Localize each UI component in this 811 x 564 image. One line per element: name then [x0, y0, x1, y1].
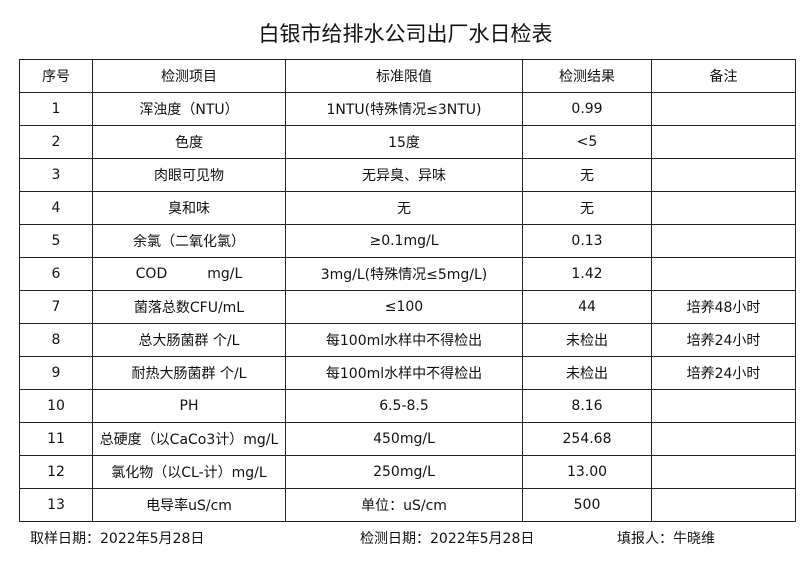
cell: 450mg/L [285, 422, 523, 456]
cell: 250mg/L [285, 455, 523, 489]
cell: 5 [19, 224, 93, 258]
cell: 10 [19, 389, 93, 423]
data-row: 9 耐热大肠菌群 个/L 每100ml水样中不得检出 未检出 培养24小时 [19, 356, 796, 390]
cell: 44 [522, 290, 652, 324]
header-row: 序号 检测项目 标准限值 检测结果 备注 [19, 59, 796, 93]
cell: 浑浊度（NTU） [92, 92, 286, 126]
cell: 无 [285, 191, 523, 225]
table: 序号 检测项目 标准限值 检测结果 备注 1 浑浊度（NTU） 1NTU(特殊情况≤3NTU)… [19, 59, 796, 522]
data-row: 7 菌落总数CFU/mL ≤100 44 培养48小时 [19, 290, 796, 324]
data-row: 13 电导率uS/cm 单位：uS/cm 500 [19, 488, 796, 522]
cell: 7 [19, 290, 93, 324]
cell: 培养24小时 [651, 356, 796, 390]
cell: 无 [522, 191, 652, 225]
cell: 色度 [92, 125, 286, 159]
cell [651, 92, 796, 126]
cell [651, 125, 796, 159]
cell: 13.00 [522, 455, 652, 489]
cell [651, 257, 796, 291]
data-row: 3 肉眼可见物 无异臭、异味无 [19, 158, 796, 192]
cell: 单位：uS/cm [285, 488, 523, 522]
cell: 培养24小时 [651, 323, 796, 357]
data-row: 4 臭和味无无 [19, 191, 796, 225]
cell: 菌落总数CFU/mL [92, 290, 286, 324]
data-row: 1 浑浊度（NTU） 1NTU(特殊情况≤3NTU) 0.99 [19, 92, 796, 126]
data-row: 10 PH 6.5-8.5 8.16 [19, 389, 796, 423]
cell: 3 [19, 158, 93, 192]
cell: 1 [19, 92, 93, 126]
cell: 11 [19, 422, 93, 456]
title: 白银市给排水公司出厂水日检表 [258, 22, 553, 46]
cell [651, 488, 796, 522]
cell: <5 [522, 125, 652, 159]
cell: 13 [19, 488, 93, 522]
cell: 耐热大肠菌群 个/L [92, 356, 286, 390]
cell: ≤100 [285, 290, 523, 324]
data-row: 12 氯化物（以CL-计）mg/L 250mg/L 13.00 [19, 455, 796, 489]
cell: 6.5-8.5 [285, 389, 523, 423]
cell: ≥0.1mg/L [285, 224, 523, 258]
sampling-date: 取样日期：2022年5月28日 [30, 531, 205, 547]
test-date: 检测日期：2022年5月28日 [360, 531, 535, 547]
cell: 每100ml水样中不得检出 [285, 323, 523, 357]
cell: 余氯（二氧化氯） [92, 224, 286, 258]
cell: 500 [522, 488, 652, 522]
data-row: 2 色度 15度 <5 [19, 125, 796, 159]
data-row: 5 余氯（二氧化氯） ≥0.1mg/L 0.13 [19, 224, 796, 258]
cell: 电导率uS/cm [92, 488, 286, 522]
header-cell: 检测结果 [522, 59, 652, 93]
data-row: 6 COD mg/L 3mg/L(特殊情况≤5mg/L) 1.42 [19, 257, 796, 291]
cell: 3mg/L(特殊情况≤5mg/L) [285, 257, 523, 291]
cell: 4 [19, 191, 93, 225]
cell: 8.16 [522, 389, 652, 423]
cell: 未检出 [522, 323, 652, 357]
cell: 氯化物（以CL-计）mg/L [92, 455, 286, 489]
header-cell: 标准限值 [285, 59, 523, 93]
cell: 12 [19, 455, 93, 489]
cell: 1.42 [522, 257, 652, 291]
cell: 8 [19, 323, 93, 357]
header-cell: 备注 [651, 59, 796, 93]
cell [651, 224, 796, 258]
cell: 2 [19, 125, 93, 159]
cell: 臭和味 [92, 191, 286, 225]
data-row: 8 总大肠菌群 个/L 每100ml水样中不得检出 未检出 培养24小时 [19, 323, 796, 357]
cell [651, 389, 796, 423]
cell: 0.13 [522, 224, 652, 258]
cell: 总硬度（以CaCo3计）mg/L [92, 422, 286, 456]
cell: 每100ml水样中不得检出 [285, 356, 523, 390]
cell: PH [92, 389, 286, 423]
cell [651, 455, 796, 489]
cell: 1NTU(特殊情况≤3NTU) [285, 92, 523, 126]
cell: 培养48小时 [651, 290, 796, 324]
cell: 无异臭、异味 [285, 158, 523, 192]
cell: COD mg/L [92, 257, 286, 291]
cell: 总大肠菌群 个/L [92, 323, 286, 357]
cell: 0.99 [522, 92, 652, 126]
reporter: 填报人：牛晓维 [617, 531, 715, 547]
cell [651, 422, 796, 456]
header-cell: 检测项目 [92, 59, 286, 93]
cell: 254.68 [522, 422, 652, 456]
cell: 未检出 [522, 356, 652, 390]
header-cell: 序号 [19, 59, 93, 93]
cell [651, 191, 796, 225]
cell: 9 [19, 356, 93, 390]
cell: 15度 [285, 125, 523, 159]
cell: 肉眼可见物 [92, 158, 286, 192]
data-row: 11 总硬度（以CaCo3计）mg/L 450mg/L 254.68 [19, 422, 796, 456]
cell: 6 [19, 257, 93, 291]
cell [651, 158, 796, 192]
cell: 无 [522, 158, 652, 192]
